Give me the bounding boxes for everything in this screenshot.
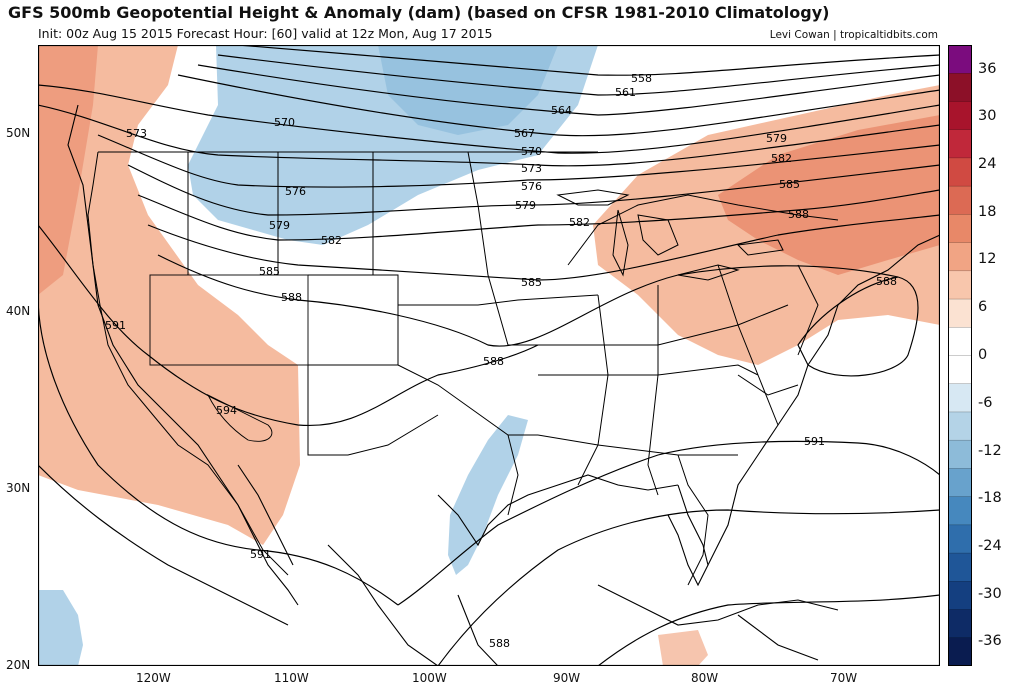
contour-label: 588 [876, 275, 897, 288]
lon-label-80w: 80W [691, 671, 719, 685]
contour-label: 573 [126, 127, 147, 140]
map-subtitle: Init: 00z Aug 15 2015 Forecast Hour: [60… [38, 26, 493, 41]
contour-label: 588 [788, 208, 809, 221]
colorbar-segment [948, 440, 972, 469]
colorbar-segment [948, 73, 972, 102]
contour-label: 585 [779, 178, 800, 191]
colorbar-label: 24 [978, 156, 997, 172]
strong-positive-anomaly-east [718, 115, 940, 275]
contour-label: 561 [615, 86, 636, 99]
negative-anomaly-gulf [448, 415, 528, 575]
contour-label: 567 [514, 127, 535, 140]
colorbar-label: 12 [978, 251, 997, 267]
anomaly-map: 558 561 564 567 570 573 576 579 582 585 … [38, 45, 940, 666]
contour-label: 591 [804, 435, 825, 448]
credit-text: Levi Cowan | tropicaltidbits.com [769, 29, 938, 41]
colorbar-segment [948, 242, 972, 272]
anomaly-colorbar [948, 45, 972, 666]
lon-label-110w: 110W [274, 671, 309, 685]
lon-label-70w: 70W [830, 671, 858, 685]
lon-label-100w: 100W [412, 671, 447, 685]
colorbar-segment [948, 45, 972, 74]
colorbar-label: -24 [978, 538, 1002, 554]
contour-labels: 558 561 564 567 570 573 576 579 582 585 … [105, 72, 897, 650]
contour-label: 594 [216, 404, 237, 417]
colorbar-label: 30 [978, 108, 997, 124]
colorbar-label: -12 [978, 443, 1002, 459]
contour-label: 573 [521, 162, 542, 175]
colorbar-segment [948, 637, 972, 666]
contour-label: 558 [631, 72, 652, 85]
colorbar-segment [948, 157, 972, 187]
contour-label: 582 [771, 152, 792, 165]
colorbar-segment [948, 553, 972, 582]
lat-label-40n: 40N [6, 304, 31, 318]
contour-label: 570 [521, 145, 542, 158]
map-title: GFS 500mb Geopotential Height & Anomaly … [8, 3, 830, 22]
colorbar-label: -6 [978, 395, 993, 411]
lat-label-50n: 50N [6, 126, 31, 140]
colorbar-segment [948, 468, 972, 498]
colorbar-frame [948, 45, 972, 666]
contour-label: 576 [285, 185, 306, 198]
colorbar-segment [948, 383, 972, 413]
contour-label: 588 [281, 291, 302, 304]
contour-label: 585 [259, 265, 280, 278]
contour-label: 588 [489, 637, 510, 650]
colorbar-label: -30 [978, 586, 1002, 602]
colorbar-label: 0 [978, 347, 988, 363]
colorbar-segment [948, 355, 972, 385]
colorbar-segment [948, 270, 972, 300]
lat-label-30n: 30N [6, 481, 31, 495]
colorbar-segment [948, 214, 972, 244]
strong-positive-anomaly-west [38, 45, 98, 295]
colorbar-segment [948, 327, 972, 356]
colorbar-segment [948, 129, 972, 159]
colorbar-segment [948, 411, 972, 441]
colorbar-segment [948, 299, 972, 328]
lon-label-120w: 120W [136, 671, 171, 685]
colorbar-label: 18 [978, 204, 997, 220]
map-frame [38, 45, 940, 666]
contour-label: 591 [250, 548, 271, 561]
contour-label: 576 [521, 180, 542, 193]
lat-label-20n: 20N [6, 658, 31, 672]
contour-label: 585 [521, 276, 542, 289]
height-contours [38, 45, 940, 666]
positive-anomaly-west [38, 45, 300, 545]
colorbar-segment [948, 101, 972, 131]
colorbar-segment [948, 581, 972, 611]
colorbar-segment [948, 186, 972, 215]
contour-label: 588 [483, 355, 504, 368]
colorbar-segment [948, 524, 972, 554]
colorbar-segment [948, 496, 972, 526]
contour-label: 591 [105, 319, 126, 332]
contour-label: 582 [321, 234, 342, 247]
colorbar-label: -18 [978, 490, 1002, 506]
contour-label: 570 [274, 116, 295, 129]
positive-anomaly-caribbean [658, 630, 708, 666]
colorbar-segment [948, 609, 972, 639]
lon-label-90w: 90W [553, 671, 581, 685]
colorbar-label: 36 [978, 61, 997, 77]
contour-label: 564 [551, 104, 572, 117]
negative-anomaly-pacific [38, 590, 83, 666]
colorbar-label: 6 [978, 299, 988, 315]
colorbar-label: -36 [978, 633, 1002, 649]
contour-label: 579 [766, 132, 787, 145]
contour-label: 579 [515, 199, 536, 212]
contour-label: 582 [569, 216, 590, 229]
contour-label: 579 [269, 219, 290, 232]
